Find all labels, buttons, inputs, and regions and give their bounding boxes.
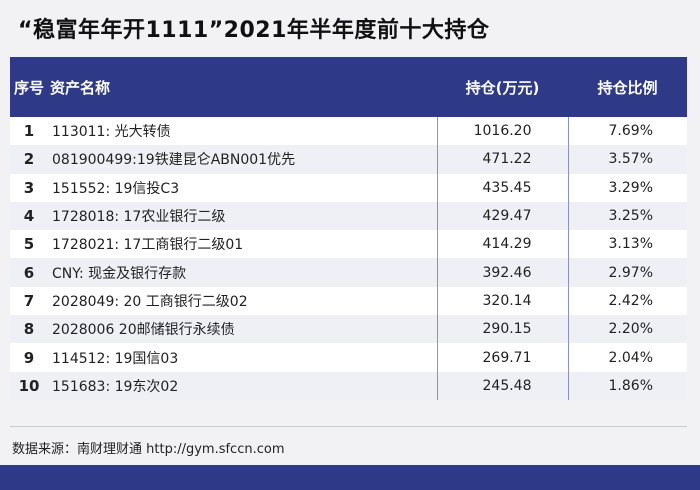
- table-row: 7 2028049: 20 工商银行二级02 320.14 2.42%: [10, 286, 687, 316]
- row-no: 6: [23, 263, 35, 282]
- header-holding: 持仓(万元): [465, 78, 540, 97]
- header-name: 资产名称: [50, 78, 111, 97]
- row-name: 081900499:19铁建昆仑ABN001优先: [52, 152, 296, 169]
- header-ratio: 持仓比例: [597, 78, 658, 97]
- row-name: 1728018: 17农业银行二级: [52, 209, 226, 226]
- row-name: 2028006 20邮储银行永续债: [52, 322, 235, 339]
- row-holding: 392.46: [436, 258, 568, 287]
- row-name: 113011: 光大转债: [52, 124, 171, 141]
- footer-bar: [0, 465, 700, 490]
- row-no: 5: [23, 235, 35, 254]
- row-ratio: 7.69%: [567, 117, 687, 146]
- row-ratio: 3.13%: [567, 230, 687, 259]
- row-name: CNY: 现金及银行存款: [52, 265, 187, 282]
- row-holding: 1016.20: [436, 117, 568, 146]
- row-ratio: 2.04%: [567, 343, 687, 372]
- table-row: 8 2028006 20邮储银行永续债 290.15 2.20%: [10, 315, 687, 344]
- table-row: 10 151683: 19东次02 245.48 1.86%: [10, 371, 687, 400]
- table-bottom-divider: [10, 426, 687, 427]
- table-row: 5 1728021: 17工商银行二级01 414.29 3.13%: [10, 230, 687, 259]
- table-header-row: 序号 资产名称 持仓(万元) 持仓比例: [10, 57, 687, 117]
- row-no: 7: [23, 291, 35, 310]
- row-no: 10: [18, 376, 40, 395]
- row-holding: 269.71: [436, 343, 568, 372]
- row-ratio: 3.57%: [567, 145, 687, 174]
- row-no: 8: [23, 320, 35, 339]
- row-no: 4: [23, 207, 35, 226]
- row-name: 151683: 19东次02: [52, 378, 179, 395]
- row-name: 114512: 19国信03: [52, 350, 179, 367]
- table-row: 3 151552: 19信投C3 435.45 3.29%: [10, 173, 687, 202]
- row-no: 9: [23, 348, 35, 367]
- page-title: “稳富年年开1111”2021年半年度前十大持仓: [18, 18, 490, 43]
- row-no: 1: [23, 122, 35, 141]
- row-ratio: 3.29%: [567, 173, 687, 202]
- row-ratio: 3.25%: [567, 201, 687, 231]
- row-name: 2028049: 20 工商银行二级02: [52, 293, 248, 310]
- row-ratio: 2.20%: [567, 315, 687, 344]
- table-row: 1 113011: 光大转债 1016.20 7.69%: [10, 117, 687, 146]
- row-holding: 320.14: [436, 286, 568, 316]
- row-holding: 245.48: [436, 371, 568, 400]
- header-no: 序号: [13, 78, 44, 97]
- table-row: 2 081900499:19铁建昆仑ABN001优先 471.22 3.57%: [10, 145, 687, 174]
- table-row: 9 114512: 19国信03 269.71 2.04%: [10, 343, 687, 372]
- row-name: 151552: 19信投C3: [52, 180, 180, 197]
- holdings-table: 序号 资产名称 持仓(万元) 持仓比例 1 113011: 光大转债 1016.…: [10, 57, 687, 400]
- row-holding: 429.47: [436, 201, 568, 231]
- row-no: 3: [23, 178, 35, 197]
- row-ratio: 2.42%: [567, 286, 687, 316]
- row-holding: 414.29: [436, 230, 568, 259]
- row-ratio: 2.97%: [567, 258, 687, 287]
- row-ratio: 1.86%: [567, 371, 687, 400]
- table-row: 6 CNY: 现金及银行存款 392.46 2.97%: [10, 258, 687, 287]
- row-holding: 471.22: [436, 145, 568, 174]
- row-holding: 290.15: [436, 315, 568, 344]
- table-row: 4 1728018: 17农业银行二级 429.47 3.25%: [10, 201, 687, 231]
- data-source-note: 数据来源：南财理财通 http://gym.sfccn.com: [12, 442, 285, 457]
- row-holding: 435.45: [436, 173, 568, 202]
- row-name: 1728021: 17工商银行二级01: [52, 237, 244, 254]
- row-no: 2: [23, 150, 35, 169]
